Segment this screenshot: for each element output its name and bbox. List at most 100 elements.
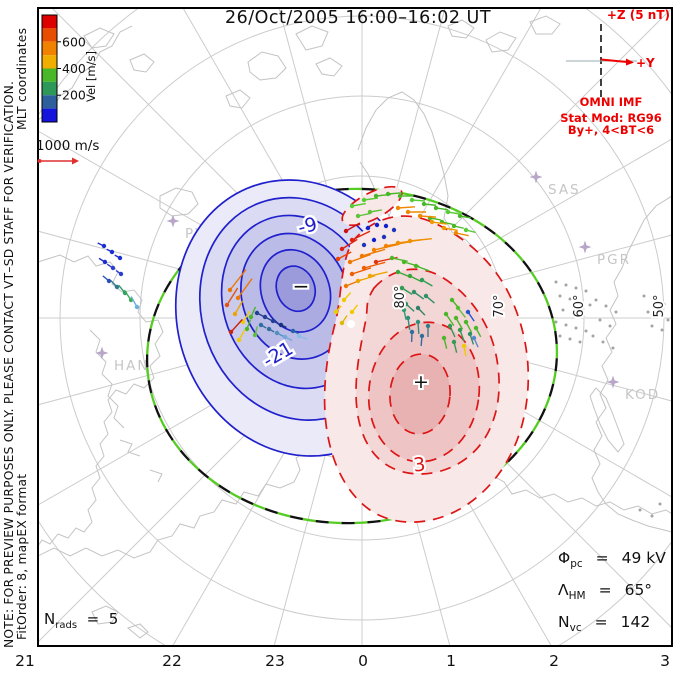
velocity-vectors	[97, 191, 482, 356]
stat-value: 65°	[624, 581, 653, 599]
velocity-vector	[383, 243, 389, 249]
stat-num-vectors: Nvc = 142	[558, 613, 650, 634]
velocity-scale: 1000 m/s	[36, 138, 99, 165]
contour-label-pos3: 3	[412, 453, 426, 476]
velocity-vector	[397, 193, 403, 199]
velocity-vector-tail	[345, 222, 361, 232]
fit-order-label: FitOrder: 8, mapEX format	[15, 473, 29, 640]
velocity-vector	[227, 287, 233, 293]
mlt-meridian	[278, 9, 347, 259]
stat-symbol: ΛHM	[558, 581, 586, 603]
radar-station: SAS	[529, 170, 581, 198]
velocity-vector	[365, 225, 371, 231]
station-label: SAS	[548, 182, 581, 198]
mlt-axis: 21 22 23 0 1 2 3	[15, 652, 670, 670]
stat-value: 142	[620, 613, 651, 631]
plot-frame	[37, 7, 673, 647]
velocity-vector	[419, 333, 425, 339]
echo-dot	[574, 286, 578, 290]
echo-dot	[554, 320, 558, 324]
coastline	[83, 27, 115, 49]
stat-symbol: Φpc	[558, 549, 583, 571]
velocity-vector	[467, 331, 473, 337]
velocity-vector	[433, 205, 439, 211]
echo-dot	[564, 323, 568, 327]
velocity-vector	[447, 323, 453, 329]
velocity-vector	[349, 237, 355, 243]
echo-dots	[554, 280, 670, 518]
coastline	[247, 51, 287, 81]
echo-dot	[591, 334, 595, 338]
velocity-vector	[389, 255, 395, 261]
velocity-vector	[395, 205, 401, 211]
velocity-vector	[349, 271, 355, 277]
echo-dot	[650, 324, 654, 328]
velocity-vector-tail	[357, 275, 376, 282]
velocity-vector-tail	[341, 238, 358, 250]
velocity-vector	[461, 343, 467, 349]
velocity-vector	[349, 203, 355, 209]
velocity-vector-tail	[234, 300, 244, 315]
radar-station: KOD	[606, 375, 658, 403]
mlt-tick-2: 2	[549, 652, 559, 670]
lat-label-80: 80°	[393, 285, 408, 308]
velocity-vector	[449, 297, 455, 303]
note-disclaimer: NOTE: FOR PREVIEW PURPOSES ONLY. PLEASE …	[2, 80, 16, 648]
stat-value: 49 kV	[621, 549, 666, 567]
coastline	[485, 31, 517, 53]
pole-marker	[347, 320, 355, 328]
velocity-vector	[278, 322, 284, 328]
velocity-vector	[411, 289, 417, 295]
velocity-vector	[341, 297, 347, 303]
velocity-vector	[381, 234, 387, 240]
coastline	[39, 254, 164, 546]
station-marker-icon	[95, 346, 109, 360]
velocity-vector	[361, 265, 367, 271]
velocity-vector	[258, 322, 264, 328]
velocity-vector	[270, 318, 276, 324]
imf-z-label: +Z (5 nT)	[607, 8, 670, 22]
velocity-vector-tail	[351, 267, 372, 275]
velocity-vector-tail	[337, 251, 352, 260]
velocity-vector-tail	[415, 265, 430, 272]
echo-dot	[554, 280, 558, 284]
colorbar-segment	[42, 68, 57, 82]
imf-dial: +Z (5 nT) +Y OMNI IMF Stat Mod: RG96 By+…	[560, 8, 670, 137]
velocity-vector	[429, 219, 435, 225]
positive-cell-center: +	[413, 371, 429, 393]
colorbar-label: Vel [m/s]	[84, 51, 98, 102]
echo-dot	[608, 324, 612, 328]
velocity-vector	[413, 263, 419, 269]
velocity-vector	[235, 295, 241, 301]
velocity-vector	[374, 222, 380, 228]
velocity-vector-tail	[363, 261, 386, 269]
colorbar-tick-600: 600	[62, 34, 86, 49]
colorbar-tick-200: 200	[62, 88, 86, 103]
velocity-vector-tail	[226, 287, 239, 306]
velocity-vector-tail	[409, 238, 432, 242]
mlt-coordinates-label: MLT coordinates	[15, 27, 29, 130]
echo-dot	[561, 308, 565, 312]
imf-arrowhead	[626, 58, 634, 66]
velocity-vector	[473, 325, 479, 331]
mlt-meridian	[377, 9, 446, 259]
velocity-vector	[254, 310, 260, 316]
velocity-vector	[373, 259, 379, 265]
mlt-tick-23: 23	[265, 652, 285, 670]
echo-dot	[584, 329, 588, 333]
velocity-vector	[471, 335, 477, 341]
velocity-vector	[262, 314, 268, 320]
colorbar-segment	[42, 108, 57, 122]
velocity-vector-tail	[351, 230, 371, 241]
echo-dot	[611, 346, 615, 350]
velocity-vector-tail	[349, 253, 371, 263]
echo-dot	[568, 337, 572, 341]
velocity-vector-tail	[397, 206, 416, 209]
velocity-vector	[441, 225, 447, 231]
velocity-vector	[228, 329, 234, 335]
velocity-vector-tail	[419, 215, 437, 218]
velocity-vector	[401, 259, 407, 265]
velocity-vector	[252, 332, 258, 338]
velocity-vector	[395, 269, 401, 275]
